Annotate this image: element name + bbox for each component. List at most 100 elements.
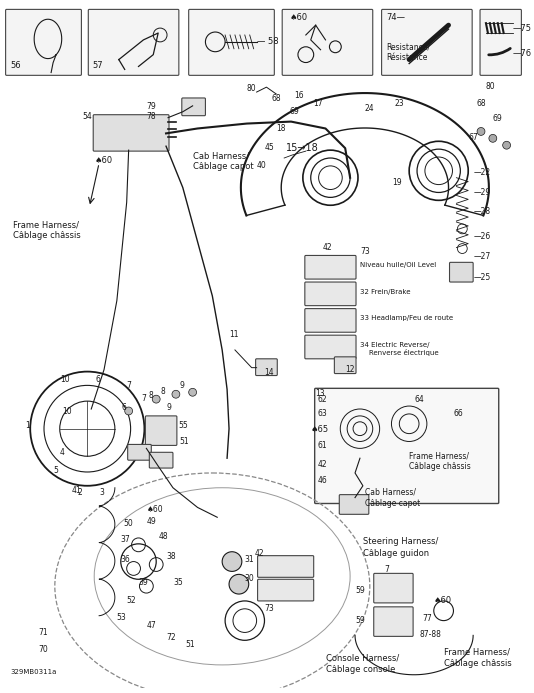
Text: Frame Harness/: Frame Harness/ <box>409 451 469 460</box>
Text: 42: 42 <box>255 549 264 558</box>
FancyBboxPatch shape <box>150 453 173 468</box>
FancyBboxPatch shape <box>305 308 356 332</box>
Text: 51: 51 <box>180 437 190 446</box>
Text: 16: 16 <box>294 91 304 100</box>
Text: 48: 48 <box>158 532 168 541</box>
FancyBboxPatch shape <box>305 256 356 279</box>
Text: 54: 54 <box>82 112 92 121</box>
Text: 33 Headlamp/Feu de route: 33 Headlamp/Feu de route <box>360 315 453 322</box>
Text: 31: 31 <box>245 554 254 563</box>
Text: ♠60: ♠60 <box>146 505 163 514</box>
Text: Resistance/: Resistance/ <box>387 43 430 52</box>
Text: 56: 56 <box>11 60 21 69</box>
Text: 63: 63 <box>318 409 327 418</box>
FancyBboxPatch shape <box>374 607 413 636</box>
Text: 46: 46 <box>318 476 327 485</box>
Text: 49: 49 <box>146 517 156 526</box>
Circle shape <box>502 141 511 149</box>
Text: 24: 24 <box>365 104 374 113</box>
Text: 39: 39 <box>138 578 148 587</box>
FancyBboxPatch shape <box>305 335 356 359</box>
FancyBboxPatch shape <box>182 98 206 116</box>
FancyBboxPatch shape <box>315 388 499 504</box>
FancyBboxPatch shape <box>257 579 313 601</box>
Text: 61: 61 <box>318 441 327 450</box>
Text: 1: 1 <box>25 421 30 430</box>
Circle shape <box>222 552 242 572</box>
Text: 59: 59 <box>355 586 365 595</box>
Text: 4: 4 <box>60 448 65 457</box>
Text: 329MB0311a: 329MB0311a <box>11 669 57 675</box>
Text: Câblage châssis: Câblage châssis <box>444 659 512 668</box>
Text: —22: —22 <box>473 168 490 177</box>
Text: 42: 42 <box>323 243 332 252</box>
Text: 34 Electric Reverse/
    Renverse électrique: 34 Electric Reverse/ Renverse électrique <box>360 342 438 356</box>
Text: 77: 77 <box>422 614 431 623</box>
FancyBboxPatch shape <box>334 357 356 374</box>
Text: 13: 13 <box>316 389 325 398</box>
Text: 64: 64 <box>414 395 424 404</box>
Text: Frame Harness/: Frame Harness/ <box>444 647 509 656</box>
Text: 59: 59 <box>355 615 365 624</box>
Text: ♠60: ♠60 <box>94 156 112 165</box>
Text: Cab Harness/: Cab Harness/ <box>365 488 416 497</box>
Text: 73: 73 <box>264 604 274 613</box>
Circle shape <box>477 128 485 135</box>
FancyBboxPatch shape <box>6 10 81 76</box>
Text: 38: 38 <box>166 552 176 561</box>
Text: Câblage châssis: Câblage châssis <box>409 462 471 471</box>
Text: 7: 7 <box>142 394 146 403</box>
Circle shape <box>172 390 180 398</box>
FancyBboxPatch shape <box>282 10 373 76</box>
Text: 79: 79 <box>146 102 156 111</box>
Text: 72: 72 <box>166 633 176 642</box>
Text: 73: 73 <box>360 247 370 256</box>
Text: 53: 53 <box>117 613 127 622</box>
Text: Steering Harness/: Steering Harness/ <box>363 537 438 546</box>
Text: 12: 12 <box>345 365 355 374</box>
FancyBboxPatch shape <box>257 556 313 577</box>
Text: 68: 68 <box>476 99 486 108</box>
Text: 51: 51 <box>186 640 195 649</box>
Text: Câblage capot: Câblage capot <box>365 498 420 507</box>
Circle shape <box>125 407 132 415</box>
Text: Cab Harness/: Cab Harness/ <box>193 151 249 160</box>
Text: 9: 9 <box>166 403 171 412</box>
Text: 74—: 74— <box>387 13 405 22</box>
Text: 19: 19 <box>392 177 402 186</box>
Text: 40: 40 <box>257 161 266 170</box>
Text: 78: 78 <box>146 112 156 121</box>
Text: 66: 66 <box>453 409 463 418</box>
Text: 7: 7 <box>384 565 389 574</box>
FancyBboxPatch shape <box>374 573 413 603</box>
Text: Câblage console: Câblage console <box>326 665 395 674</box>
Text: 36: 36 <box>121 554 130 563</box>
FancyArrowPatch shape <box>489 49 511 55</box>
Text: —25: —25 <box>473 273 490 282</box>
FancyBboxPatch shape <box>189 10 274 76</box>
Text: 70: 70 <box>38 645 48 654</box>
Text: 11: 11 <box>229 331 239 340</box>
FancyBboxPatch shape <box>305 282 356 306</box>
Text: Console Harness/: Console Harness/ <box>326 653 399 662</box>
Text: 87-88: 87-88 <box>419 631 441 640</box>
Text: —29: —29 <box>473 188 490 197</box>
Text: Niveau huile/Oil Level: Niveau huile/Oil Level <box>360 263 436 268</box>
FancyBboxPatch shape <box>382 10 472 76</box>
Text: 10: 10 <box>62 407 72 416</box>
Text: 69: 69 <box>289 107 299 116</box>
FancyBboxPatch shape <box>93 115 169 151</box>
Text: 14: 14 <box>264 368 274 377</box>
Text: Câblage guidon: Câblage guidon <box>363 549 429 558</box>
Circle shape <box>489 134 497 142</box>
Text: 71: 71 <box>38 627 48 636</box>
Text: Câblage capot: Câblage capot <box>193 162 253 171</box>
Text: —26: —26 <box>473 232 490 241</box>
Text: ♠60: ♠60 <box>290 13 308 22</box>
Text: —75: —75 <box>513 24 531 33</box>
Circle shape <box>152 395 160 403</box>
FancyBboxPatch shape <box>339 495 369 514</box>
Text: ♠60: ♠60 <box>434 596 452 605</box>
Text: ♠65: ♠65 <box>311 425 329 434</box>
Text: 47: 47 <box>146 621 156 630</box>
